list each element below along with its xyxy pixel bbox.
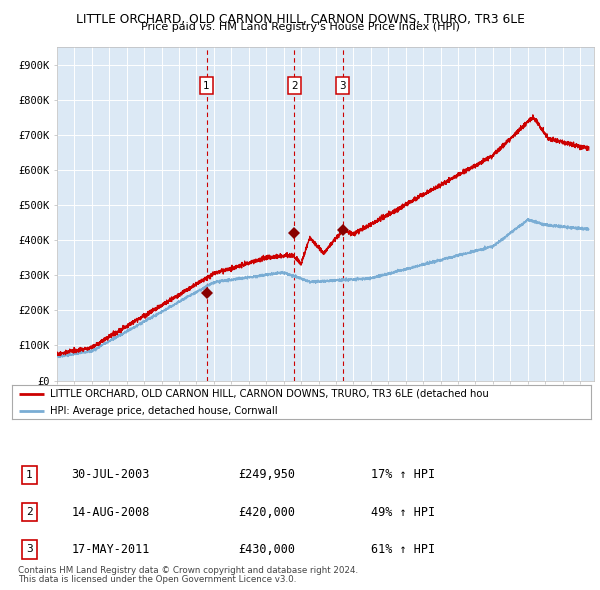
Text: Contains HM Land Registry data © Crown copyright and database right 2024.: Contains HM Land Registry data © Crown c…: [18, 566, 358, 575]
Text: This data is licensed under the Open Government Licence v3.0.: This data is licensed under the Open Gov…: [18, 575, 296, 584]
Text: 3: 3: [339, 81, 346, 91]
Text: 17% ↑ HPI: 17% ↑ HPI: [371, 468, 435, 481]
Text: 1: 1: [26, 470, 33, 480]
Text: 2: 2: [291, 81, 298, 91]
Text: 17-MAY-2011: 17-MAY-2011: [71, 543, 149, 556]
Text: £420,000: £420,000: [238, 506, 295, 519]
Text: 49% ↑ HPI: 49% ↑ HPI: [371, 506, 435, 519]
Text: 14-AUG-2008: 14-AUG-2008: [71, 506, 149, 519]
Text: HPI: Average price, detached house, Cornwall: HPI: Average price, detached house, Corn…: [50, 407, 277, 417]
Text: 2: 2: [26, 507, 33, 517]
Text: LITTLE ORCHARD, OLD CARNON HILL, CARNON DOWNS, TRURO, TR3 6LE: LITTLE ORCHARD, OLD CARNON HILL, CARNON …: [76, 13, 524, 26]
Text: Price paid vs. HM Land Registry's House Price Index (HPI): Price paid vs. HM Land Registry's House …: [140, 22, 460, 32]
Text: £430,000: £430,000: [238, 543, 295, 556]
Text: 1: 1: [203, 81, 210, 91]
Text: LITTLE ORCHARD, OLD CARNON HILL, CARNON DOWNS, TRURO, TR3 6LE (detached hou: LITTLE ORCHARD, OLD CARNON HILL, CARNON …: [50, 389, 488, 399]
Text: 30-JUL-2003: 30-JUL-2003: [71, 468, 149, 481]
Text: 61% ↑ HPI: 61% ↑ HPI: [371, 543, 435, 556]
Text: £249,950: £249,950: [238, 468, 295, 481]
Text: 3: 3: [26, 545, 33, 554]
